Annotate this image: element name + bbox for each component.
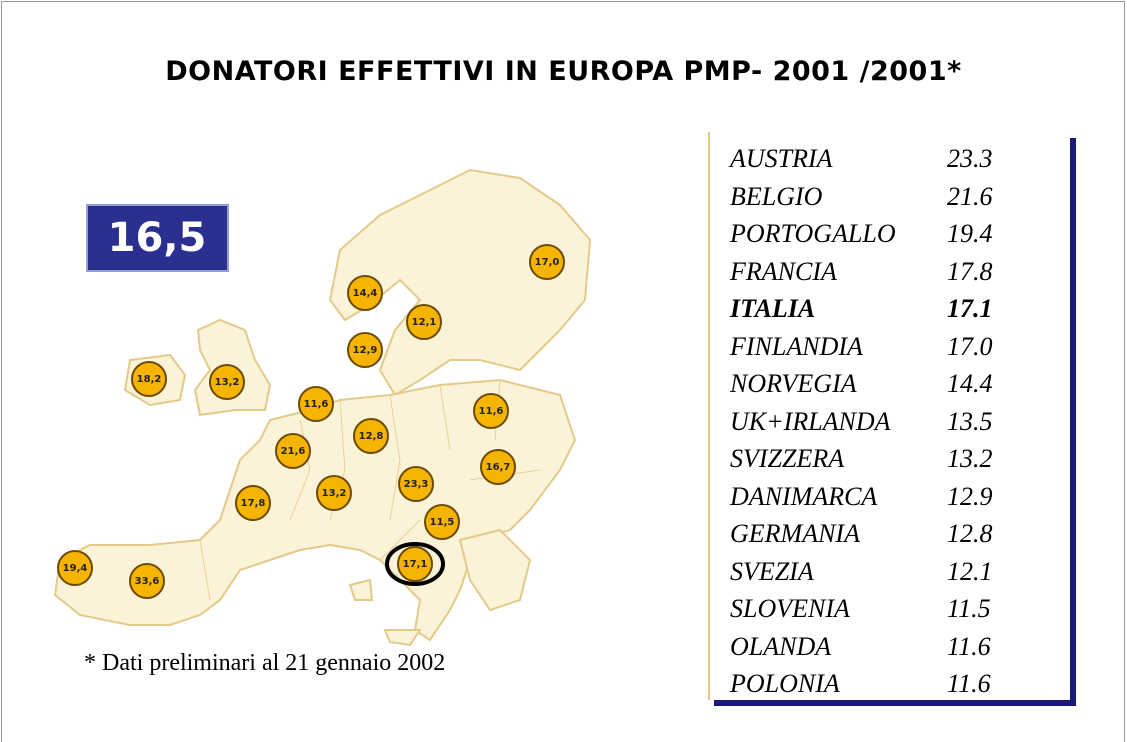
bubble (129, 563, 165, 599)
country: SVIZZERA (730, 444, 845, 473)
country: ITALIA (730, 294, 816, 323)
bubble-label: 17,1 (403, 559, 428, 570)
bubble-label: 12,8 (359, 431, 384, 442)
map-land (53, 168, 592, 647)
footnote: * Dati preliminari al 21 gennaio 2002 (84, 650, 446, 676)
bubble-label: 33,6 (135, 576, 160, 587)
badge-text: 16,5 (108, 215, 207, 261)
bubble-label: 17,8 (241, 498, 266, 509)
bubble-label: 19,4 (63, 563, 88, 574)
map-badge: 16,5 (86, 204, 229, 272)
country: DANIMARCA (730, 481, 878, 511)
bubble (406, 304, 442, 340)
rate: 13.2 (947, 444, 993, 473)
country: OLANDA (730, 631, 832, 661)
rate: 12.9 (947, 481, 993, 511)
country-table: AUSTRIA 23.3 BELGIO 21.6 PORTOGALLO 19.4 FRANC… (708, 132, 1070, 700)
country: SVEZIA (730, 556, 814, 586)
bubble (529, 244, 565, 280)
slide-title: DONATORI EFFETTIVI IN EUROPA PMP- 2001 /… (165, 56, 962, 87)
rate: 12.8 (947, 519, 993, 548)
bubble (424, 504, 460, 540)
bubble (347, 275, 383, 311)
bubble-label: 13,2 (322, 488, 347, 499)
map-bubbles: 17,0 14,4 12,1 12,9 18,2 13,2 11,6 11,6 12,8 21,6… (57, 244, 565, 599)
bubble-label: 14,4 (353, 288, 378, 299)
country: BELGIO (730, 181, 823, 211)
bubble (209, 364, 245, 400)
bubble-label: 16,7 (486, 462, 511, 473)
bubble (57, 550, 93, 586)
bubble (235, 485, 271, 521)
rate: 14.4 (947, 369, 993, 398)
rate: 23.3 (947, 144, 993, 173)
bubble (275, 433, 311, 469)
bubble (347, 332, 383, 368)
country: FRANCIA (730, 256, 837, 286)
bubble (480, 449, 516, 485)
bubble-label: 13,2 (215, 377, 240, 388)
rate: 13.5 (947, 406, 993, 436)
bubble-label: 21,6 (281, 446, 306, 457)
rate: 17.0 (947, 331, 993, 361)
rate: 17.1 (947, 294, 993, 323)
country: NORVEGIA (730, 369, 857, 398)
rate: 21.6 (947, 181, 993, 211)
bubble-label: 11,6 (479, 406, 504, 417)
bubble (353, 418, 389, 454)
bubble-label: 11,5 (430, 517, 455, 528)
bubble (298, 386, 334, 422)
bubble (316, 475, 352, 511)
country: FINLANDIA (730, 331, 863, 361)
rate: 11.5 (947, 594, 991, 623)
country: POLONIA (730, 669, 840, 698)
europe-map: 16,5 17,0 14,4 12,1 12,9 18,2 13,2 11,6 11,6 12,… (53, 168, 592, 647)
country: AUSTRIA (730, 144, 833, 173)
bubble (397, 546, 433, 582)
rate: 19.4 (947, 219, 993, 248)
country: UK+IRLANDA (730, 406, 891, 436)
country: SLOVENIA (730, 594, 850, 623)
rate: 11.6 (947, 669, 991, 698)
country: GERMANIA (730, 519, 860, 548)
bubble (131, 361, 167, 397)
bubble-label: 11,6 (304, 399, 329, 410)
rate: 11.6 (947, 631, 991, 661)
bubble (398, 466, 434, 502)
bubble-label: 12,1 (412, 317, 437, 328)
bubble-label: 18,2 (137, 374, 162, 385)
bubble (473, 393, 509, 429)
bubble-label: 23,3 (404, 479, 429, 490)
rate: 12.1 (947, 556, 993, 586)
rate: 17.8 (947, 256, 993, 286)
highlight-ring (385, 542, 445, 586)
country: PORTOGALLO (730, 219, 896, 248)
bubble-label: 17,0 (535, 257, 560, 268)
bubble-label: 12,9 (353, 345, 378, 356)
